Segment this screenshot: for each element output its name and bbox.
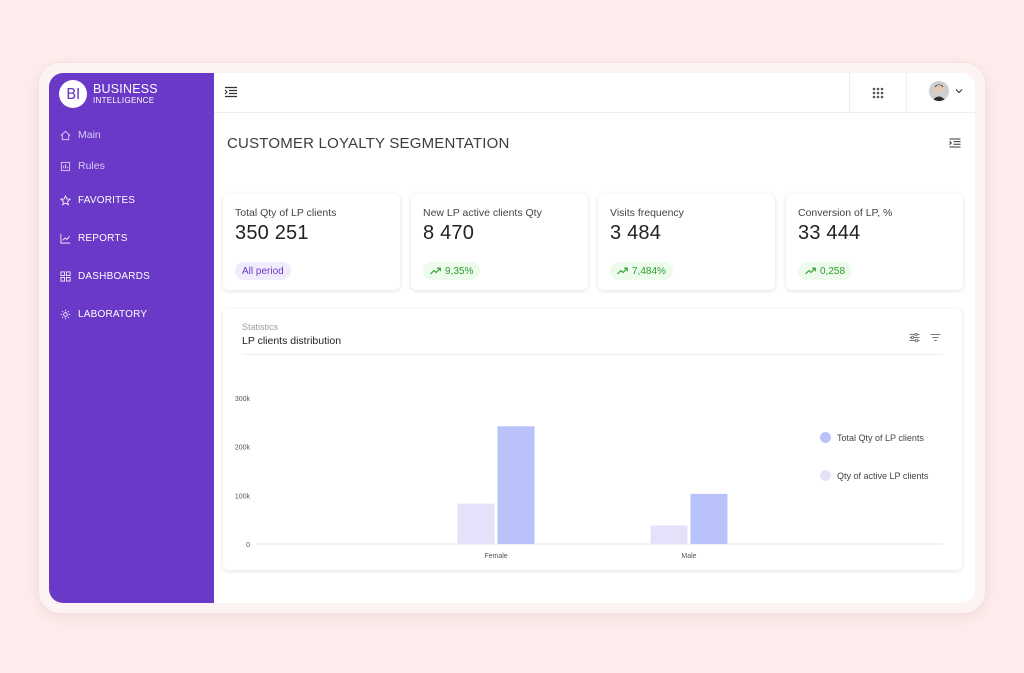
legend-swatch [820,432,831,443]
bar-female-total [497,426,535,544]
sidebar-item-dashboards[interactable]: DASHBOARDS [60,271,150,282]
logo[interactable]: BI BUSINESS INTELLIGENCE [59,80,158,108]
logo-line1: BUSINESS [93,82,158,97]
kpi-card-new-active: New LP active clients Qty 8 470 9,35% [411,194,588,290]
kpi-label: New LP active clients Qty [423,207,542,219]
chart-subtitle: Statistics [242,322,279,332]
kpi-value: 350 251 [235,222,309,244]
filter-icon[interactable] [930,332,941,343]
kpi-value: 3 484 [610,222,662,244]
kpi-label: Total Qty of LP clients [235,207,337,219]
topbar [214,73,975,113]
trend-up-icon [805,267,816,275]
rules-icon [60,161,71,171]
chevron-down-icon [955,89,963,94]
chart-title: LP clients distribution [242,335,342,347]
x-tick-label: Female [484,553,507,560]
sidebar-item-label: DASHBOARDS [78,271,151,282]
menu-toggle-icon[interactable] [224,85,238,99]
sidebar-item-label: LABORATORY [78,309,148,320]
kpi-value: 33 444 [798,222,861,244]
app-window: BI BUSINESS INTELLIGENCE Main Rules FAVO… [49,73,975,603]
trend-up-icon [430,267,441,275]
kpi-card-conversion: Conversion of LP, % 33 444 0,258 [786,194,963,290]
sliders-icon[interactable] [909,332,920,343]
y-tick-label: 100k [235,493,251,500]
apps-button[interactable] [849,73,907,113]
trend-badge: 7,484% [610,262,673,280]
avatar [929,81,949,101]
x-tick-label: Male [681,553,696,560]
chart-card: Statistics LP clients distribution 0 100k… [223,309,962,570]
bar-male-total [690,493,728,544]
chart-line-icon [60,233,71,244]
sidebar-item-laboratory[interactable]: LABORATORY [60,309,147,320]
sidebar-item-reports[interactable]: REPORTS [60,233,128,244]
trend-badge: 0,258 [798,262,853,280]
sidebar-item-favorites[interactable]: FAVORITES [60,195,135,206]
logo-badge: BI [59,80,87,108]
period-badge[interactable]: All period [235,262,291,280]
trend-badge: 9,35% [423,262,481,280]
grid-icon [60,271,71,282]
sidebar-item-label: Main [78,129,101,141]
sidebar-item-rules[interactable]: Rules [60,160,105,172]
sidebar-item-main[interactable]: Main [60,129,101,141]
legend-label: Total Qty of LP clients [837,432,924,443]
sidebar-item-label: REPORTS [78,233,128,244]
chart-divider [242,354,943,355]
bar-chart: 0 100k 200k 300k Female Male [235,396,943,560]
logo-line2: INTELLIGENCE [93,95,155,105]
y-tick-label: 300k [235,396,251,403]
y-tick-label: 0 [246,542,250,549]
trend-up-icon [617,267,628,275]
sidebar-item-label: Rules [78,160,105,172]
legend-swatch [820,470,831,481]
page-menu-icon[interactable] [949,137,961,149]
kpi-card-visits-frequency: Visits frequency 3 484 7,484% [598,194,775,290]
apps-grid-icon [872,87,884,99]
page-title: CUSTOMER LOYALTY SEGMENTATION [227,135,510,152]
kpi-label: Conversion of LP, % [798,207,893,219]
kpi-card-total-clients: Total Qty of LP clients 350 251 All peri… [223,194,400,290]
sidebar: BI BUSINESS INTELLIGENCE Main Rules FAVO… [49,73,214,603]
legend-item-active[interactable]: Qty of active LP clients [820,470,928,481]
user-avatar-icon [929,81,949,101]
gear-icon [60,309,71,320]
legend-label: Qty of active LP clients [837,470,929,481]
kpi-value: 8 470 [423,222,475,244]
bar-male-active [650,525,688,544]
home-icon [60,130,71,140]
user-menu[interactable] [929,81,964,101]
bar-female-active [457,503,495,544]
legend-item-total[interactable]: Total Qty of LP clients [820,432,924,443]
star-icon [60,195,71,206]
sidebar-item-label: FAVORITES [78,195,136,206]
y-tick-label: 200k [235,445,251,452]
kpi-label: Visits frequency [610,207,684,219]
